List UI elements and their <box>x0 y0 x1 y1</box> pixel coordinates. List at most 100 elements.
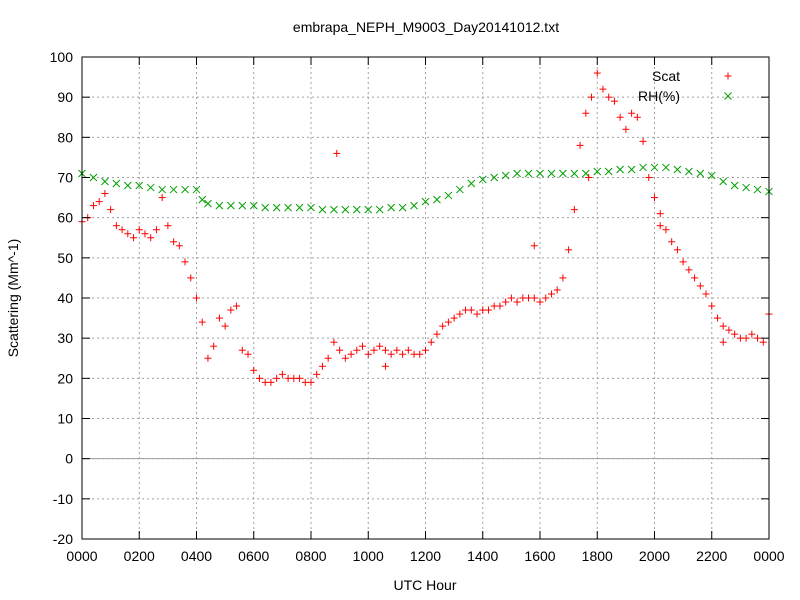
scat-point <box>553 286 561 294</box>
rh-point <box>249 201 258 210</box>
scat-point <box>233 302 241 310</box>
scat-point <box>193 294 200 302</box>
scat-point <box>759 338 767 346</box>
scat-point <box>221 322 229 330</box>
scat-point <box>484 306 492 314</box>
rh-point <box>696 169 705 178</box>
scat-point <box>387 350 395 358</box>
grid-layer <box>82 57 769 539</box>
scat-point <box>582 109 590 117</box>
scat-point <box>404 346 412 354</box>
scat-point <box>416 350 424 358</box>
ticks-layer: -20 -10 0 10 20 30 40 50 60 70 80 90 100 0000 0200 0400… <box>50 49 785 564</box>
scat-point <box>170 238 178 246</box>
scat-point <box>210 342 218 350</box>
rh-point <box>467 179 476 188</box>
scat-point <box>112 222 120 230</box>
scat-point <box>645 174 653 181</box>
rh-point <box>181 185 189 194</box>
scat-point <box>507 294 515 302</box>
scat-point <box>496 302 504 310</box>
scat-point <box>118 226 126 234</box>
rh-point <box>547 169 556 178</box>
rh-point <box>192 185 201 194</box>
chart-title: embrapa_NEPH_M9003_Day20141012.txt <box>293 19 559 35</box>
scat-point <box>107 206 115 214</box>
rh-point <box>444 191 453 200</box>
rh-point <box>307 203 315 212</box>
rh-point <box>295 203 304 212</box>
rh-point <box>433 195 441 204</box>
y-tick-label: 40 <box>57 290 73 306</box>
scat-point <box>639 137 647 145</box>
scat-point <box>673 246 681 254</box>
x-tick-label: 2200 <box>696 548 727 564</box>
rh-point <box>330 205 338 214</box>
y-tick-label: 60 <box>57 210 73 226</box>
scat-point <box>364 350 372 358</box>
scat-point <box>422 346 429 354</box>
scat-point <box>215 314 223 322</box>
scat-point <box>273 374 281 382</box>
rh-point <box>215 201 224 210</box>
scat-point <box>313 370 321 378</box>
rh-point <box>524 169 533 178</box>
rh-point <box>158 185 167 194</box>
y-tick-label: 30 <box>57 330 73 346</box>
rh-point <box>662 163 670 172</box>
y-tick-label: 90 <box>57 89 73 105</box>
y-tick-label: 0 <box>65 451 73 467</box>
x-tick-label: 0000 <box>66 548 97 564</box>
scat-point <box>702 290 710 298</box>
scat-point <box>381 346 389 354</box>
scat-point <box>622 125 630 133</box>
scat-point <box>250 366 258 374</box>
rh-point <box>89 173 98 182</box>
scat-point <box>433 330 441 338</box>
scat-point <box>399 350 407 358</box>
scat-point <box>616 113 624 121</box>
scat-point <box>124 230 132 238</box>
rh-point <box>146 183 155 192</box>
rh-point <box>101 177 109 186</box>
y-tick-label: 50 <box>57 250 73 266</box>
legend: Scat RH(%) <box>638 68 732 104</box>
scat-point <box>296 374 304 382</box>
scat-point <box>542 294 550 302</box>
rh-point <box>559 169 567 178</box>
scat-point <box>588 93 596 101</box>
legend-marker <box>724 92 732 100</box>
scat-point <box>227 306 235 314</box>
scat-point <box>708 302 716 310</box>
scat-point <box>147 234 155 242</box>
rh-point <box>478 175 487 184</box>
rh-point <box>650 163 659 172</box>
scat-point <box>754 334 762 342</box>
scat-point <box>141 230 149 238</box>
rh-point <box>375 205 384 214</box>
scat-point <box>570 206 578 214</box>
rh-point <box>398 203 407 212</box>
scat-point <box>536 298 544 306</box>
rh-point <box>581 169 590 178</box>
scat-point <box>696 282 704 290</box>
rh-point <box>719 177 728 186</box>
scat-point <box>731 330 739 338</box>
scat-point <box>473 310 481 318</box>
scat-point <box>576 141 584 149</box>
scat-point <box>135 226 143 234</box>
rh-point <box>169 185 178 194</box>
rh-point <box>112 179 121 188</box>
rh-point <box>261 203 270 212</box>
rh-point <box>513 169 521 178</box>
x-tick-label: 0200 <box>124 548 155 564</box>
scat-point <box>427 338 435 346</box>
scat-point <box>559 274 567 282</box>
scat-point <box>152 226 160 234</box>
scat-point <box>333 149 341 157</box>
y-tick-label: 80 <box>57 129 73 145</box>
scat-point <box>278 370 286 378</box>
scat-point <box>662 226 670 234</box>
scat-point <box>89 202 97 210</box>
